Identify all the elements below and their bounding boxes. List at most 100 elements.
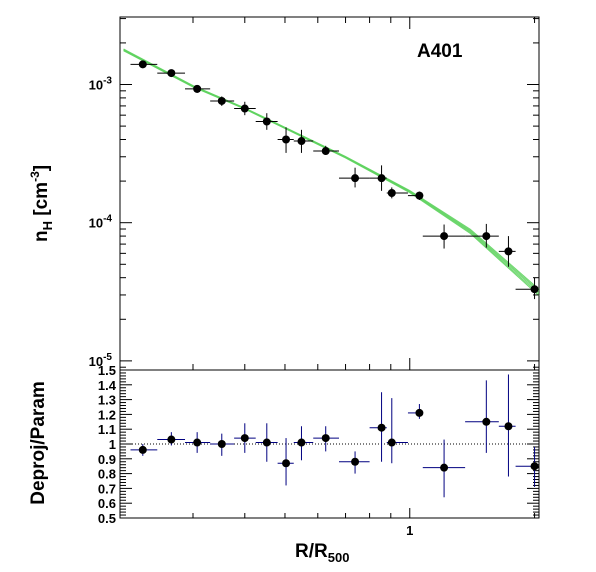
model-band-line	[123, 49, 540, 293]
ratio-y-tick-label: 1.2	[98, 407, 116, 422]
x-tick-label: 1	[406, 523, 413, 538]
ratio-point	[422, 439, 466, 498]
density-axis-ticks: 10-3 10-4 10-5	[89, 17, 539, 370]
density-plot-frame	[119, 16, 540, 371]
ratio-marker	[351, 457, 360, 466]
ratio-panel: 0.50.60.70.80.911.11.21.31.41.51 Deproj/…	[28, 363, 540, 565]
x-axis-title: R/R500	[295, 541, 349, 565]
data-point	[277, 127, 294, 153]
ratio-point	[498, 374, 516, 477]
data-point	[465, 223, 499, 248]
data-point	[157, 69, 186, 78]
data-point	[255, 113, 278, 130]
marker	[240, 104, 249, 113]
density-data-points	[130, 60, 539, 300]
y-tick-label: 10-4	[89, 214, 113, 231]
ratio-y-tick-label: 1.3	[98, 393, 116, 408]
model-fit-band	[123, 48, 540, 297]
marker	[530, 285, 539, 294]
data-point	[407, 191, 424, 200]
ratio-point	[386, 398, 408, 464]
model-band-line	[123, 49, 540, 292]
marker	[167, 69, 176, 78]
ratio-marker	[138, 445, 147, 454]
marker	[482, 232, 491, 241]
ratio-point	[313, 426, 339, 452]
marker	[377, 174, 386, 183]
model-band-line	[123, 50, 540, 297]
ratio-point	[369, 392, 387, 462]
ratio-y-tick-label: 1.4	[98, 378, 117, 393]
ratio-y-tick-label: 0.6	[98, 496, 116, 511]
marker	[504, 247, 513, 256]
svg-text:nH [cm-3]: nH [cm-3]	[28, 165, 55, 242]
data-point	[386, 187, 408, 199]
data-point	[515, 277, 539, 300]
ratio-marker	[387, 438, 396, 447]
marker	[321, 147, 330, 156]
data-point	[130, 60, 158, 69]
y-tick-label: 10-3	[89, 76, 113, 93]
ratio-data-points	[130, 374, 539, 498]
marker	[217, 96, 226, 105]
ratio-marker	[217, 440, 226, 448]
density-profile-panel: 10-3 10-4 10-5 A401 nH [cm-3]	[28, 16, 540, 371]
ratio-point	[407, 404, 424, 419]
ratio-plot-frame	[119, 369, 540, 519]
ratio-y-tick-label: 0.7	[98, 481, 116, 496]
ratio-y-tick-label: 1.5	[98, 363, 116, 378]
model-band-line	[123, 49, 540, 295]
data-point	[422, 224, 466, 249]
ratio-marker	[193, 438, 202, 447]
data-point	[369, 165, 387, 191]
ratio-marker	[415, 408, 424, 417]
data-point	[338, 167, 370, 188]
marker	[440, 232, 449, 241]
ratio-point	[277, 438, 294, 486]
marker	[297, 137, 306, 146]
marker	[415, 191, 424, 200]
marker	[387, 189, 396, 198]
density-y-axis-title: nH [cm-3]	[28, 165, 55, 242]
ratio-point	[210, 433, 235, 456]
ratio-y-axis-title: Deproj/Param	[28, 381, 49, 505]
marker	[138, 60, 147, 69]
ratio-marker	[167, 435, 176, 444]
marker	[282, 135, 291, 144]
data-point	[313, 145, 339, 156]
ratio-point	[130, 444, 158, 456]
ratio-point	[293, 426, 314, 461]
y-tick-label: 10-5	[89, 352, 113, 369]
chart-title: A401	[417, 41, 463, 62]
data-point	[293, 129, 314, 153]
ratio-marker	[240, 434, 249, 443]
ratio-y-tick-label: 1	[109, 437, 116, 452]
marker	[351, 174, 360, 183]
ratio-point	[515, 446, 539, 487]
ratio-point	[234, 423, 256, 453]
ratio-marker	[377, 423, 386, 432]
ratio-y-tick-label: 0.8	[98, 467, 116, 482]
ratio-marker	[482, 417, 491, 426]
ratio-point	[338, 451, 370, 474]
data-point	[234, 101, 256, 116]
ratio-marker	[321, 434, 330, 443]
ratio-marker	[440, 463, 449, 472]
ratio-axis-ticks: 0.50.60.70.80.911.11.21.31.41.51	[98, 363, 539, 538]
data-point	[185, 84, 211, 93]
ratio-marker	[530, 462, 539, 471]
ratio-marker	[504, 422, 513, 431]
ratio-marker	[282, 459, 291, 468]
ratio-y-tick-label: 0.9	[98, 452, 116, 467]
ratio-point	[157, 432, 186, 446]
ratio-y-tick-label: 1.1	[98, 422, 116, 437]
ratio-y-tick-label: 0.5	[98, 511, 116, 526]
ratio-marker	[297, 438, 306, 447]
ratio-point	[185, 432, 211, 453]
ratio-point	[255, 423, 278, 462]
model-band-line	[123, 48, 540, 290]
marker	[262, 117, 271, 126]
ratio-point	[465, 380, 499, 453]
marker	[193, 84, 202, 93]
